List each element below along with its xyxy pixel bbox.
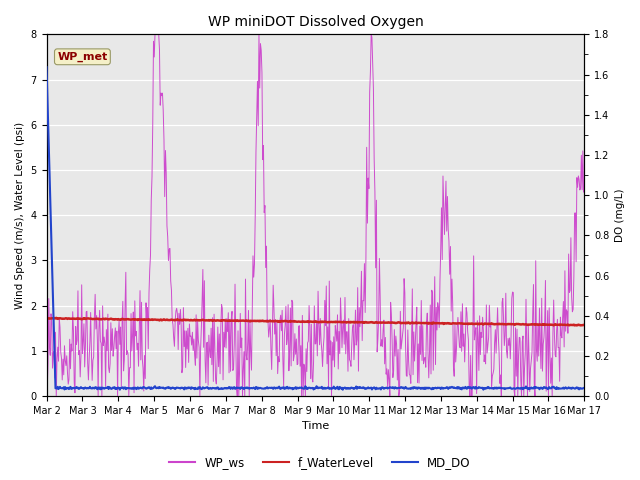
Y-axis label: Wind Speed (m/s), Water Level (psi): Wind Speed (m/s), Water Level (psi) [15,121,25,309]
Y-axis label: DO (mg/L): DO (mg/L) [615,189,625,242]
X-axis label: Time: Time [302,421,329,432]
Title: WP miniDOT Dissolved Oxygen: WP miniDOT Dissolved Oxygen [207,15,423,29]
Text: WP_met: WP_met [58,52,108,62]
Legend: WP_ws, f_WaterLevel, MD_DO: WP_ws, f_WaterLevel, MD_DO [164,452,476,474]
